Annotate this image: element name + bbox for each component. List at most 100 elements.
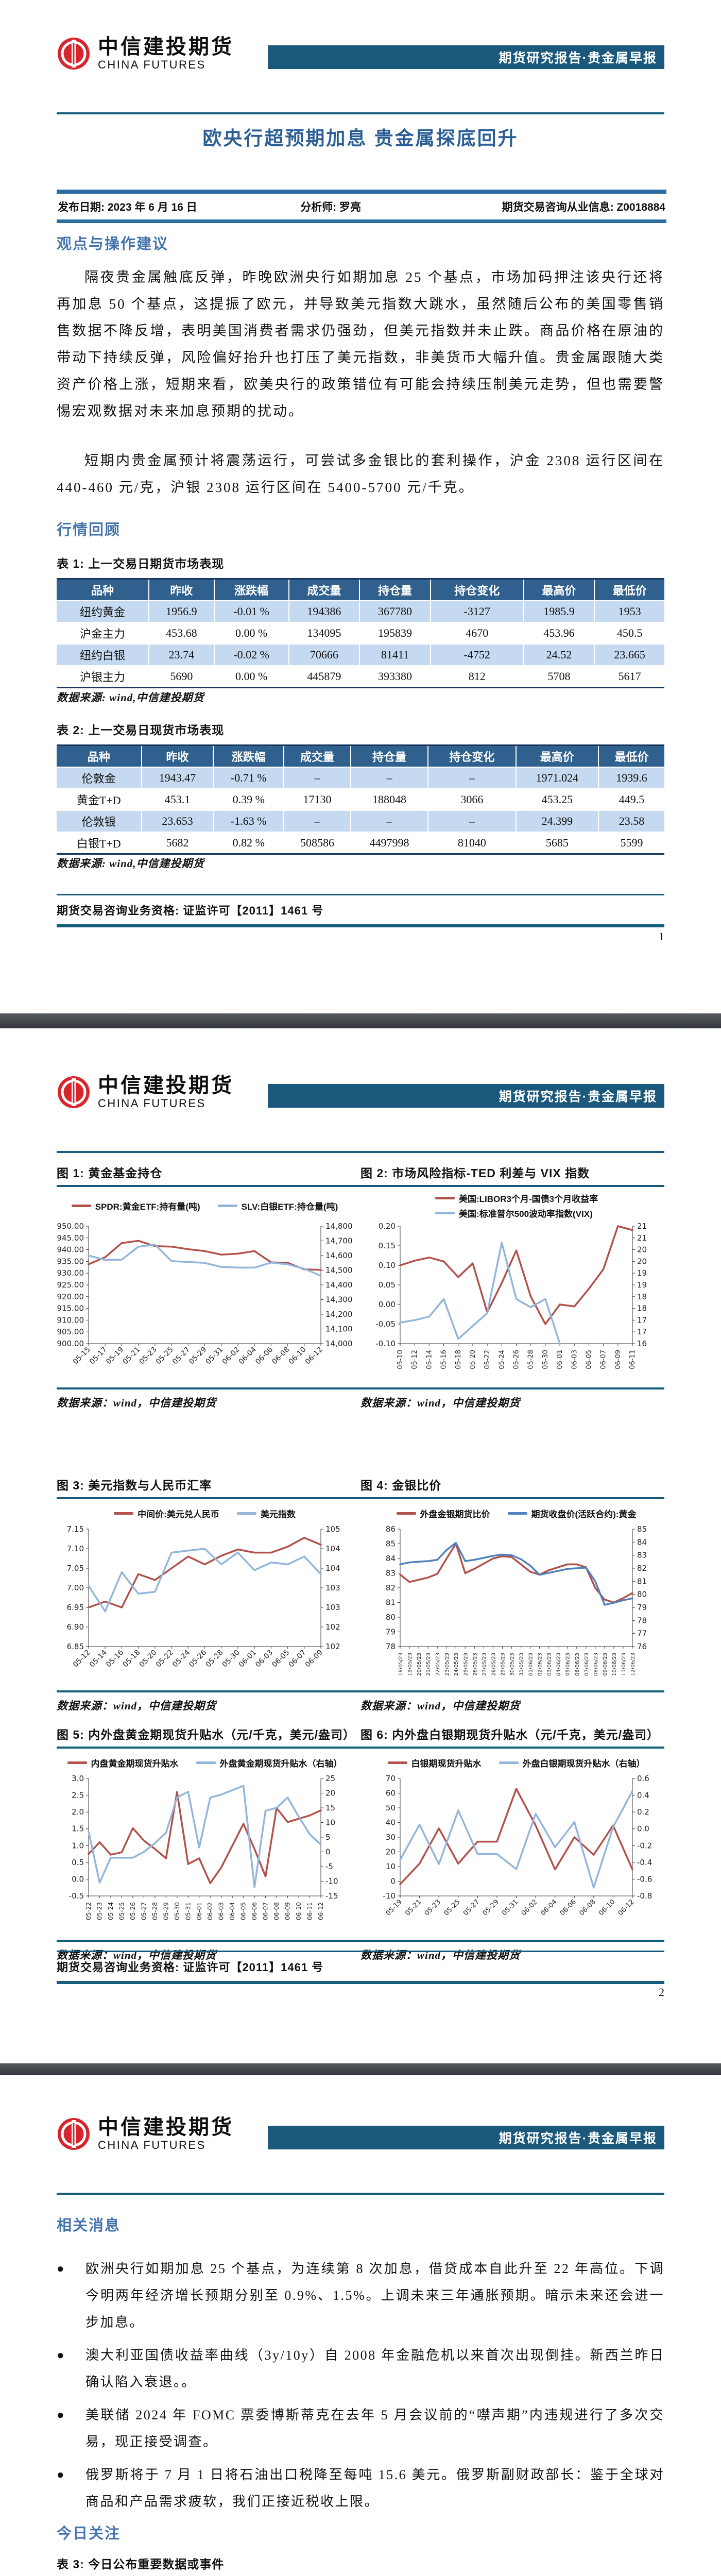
svg-text:06-09: 06-09 (284, 1902, 291, 1920)
svg-text:06-05: 06-05 (585, 1350, 593, 1369)
figure3-legend: 中间价:美元兑人民币 美元指数 (57, 1502, 353, 1524)
svg-text:06-08: 06-08 (273, 1902, 280, 1920)
svg-text:06-12: 06-12 (617, 1898, 636, 1917)
table-row: 沪金主力 453.68 0.00 % 134095 195839 4670 453.96 45… (57, 622, 664, 645)
brand-names: 中信建投期货 CHINA FUTURES (98, 1075, 234, 1109)
table1-source: 数据来源: wind,中信建投期货 (57, 691, 204, 704)
figure1-legend: SPDR:黄金ETF:持有量(吨) SLV:白银ETF:持仓量(吨) (57, 1190, 353, 1221)
table-cell: -4752 (430, 644, 524, 666)
table-row: 纽约白银 23.74 -0.02 % 70666 81411 -4752 24.52 23.6… (57, 644, 664, 666)
table1-wrap: 品种 昨收 涨跌幅 成交量 持仓量 持仓变化 最高价 最低价 纽约黄金 1956.9 -0.01 %… (57, 578, 664, 688)
svg-text:900.00: 900.00 (57, 1339, 84, 1348)
citic-logo-icon (58, 2117, 90, 2150)
table-cell: 5617 (594, 666, 664, 688)
svg-text:20: 20 (637, 1245, 647, 1255)
svg-text:14,800: 14,800 (325, 1222, 353, 1231)
svg-text:05-26: 05-26 (187, 1648, 208, 1669)
figure3: 中间价:美元兑人民币 美元指数 6.85 6.90 6.95 7.00 7.05 7.10 7… (57, 1502, 353, 1686)
svg-text:-15: -15 (325, 1891, 338, 1901)
company-logo: 中信建投期货 CHINA FUTURES (57, 2116, 242, 2151)
table-cell: – (350, 767, 429, 789)
legend-label: 内盘黄金期现货升贴水 (91, 1758, 179, 1769)
svg-text:0.15: 0.15 (379, 1241, 396, 1250)
svg-text:05-31: 05-31 (501, 1898, 520, 1917)
news-item: ● 欧洲央行如期加息 25 个基点，为连续第 8 次加息，借贷成本自此升至 22 … (57, 2256, 664, 2336)
svg-text:06-02: 06-02 (221, 1346, 242, 1366)
figure3-source: 数据来源：wind，中信建投期货 (57, 1700, 217, 1712)
svg-text:15: 15 (325, 1803, 335, 1812)
svg-text:05-18: 05-18 (455, 1350, 462, 1369)
figure6-legend: 白银期现货升贴水 外盘白银期现货升贴水（右轴） (368, 1752, 664, 1773)
legend-line-icon (435, 1212, 455, 1214)
report-banner: 期货研究报告·贵金属早报 (268, 1084, 664, 1108)
table-cell: 134095 (288, 622, 360, 645)
table-cell: 0.00 % (214, 666, 289, 688)
svg-text:05-26: 05-26 (129, 1902, 136, 1920)
header-divider (57, 2193, 664, 2195)
svg-text:05-25: 05-25 (154, 1346, 175, 1366)
svg-text:25: 25 (325, 1774, 335, 1783)
svg-text:20: 20 (386, 1848, 396, 1857)
bullet-icon: ● (57, 2468, 64, 2482)
svg-text:82: 82 (386, 1583, 396, 1592)
column-header: 持仓量 (350, 745, 429, 768)
svg-text:950.00: 950.00 (57, 1222, 84, 1231)
table-cell: 367780 (359, 601, 431, 623)
svg-text:1.5: 1.5 (72, 1824, 84, 1834)
svg-text:910.00: 910.00 (57, 1315, 84, 1325)
svg-text:05-22: 05-22 (484, 1350, 491, 1369)
svg-text:0.00: 0.00 (379, 1300, 396, 1309)
svg-text:06-10: 06-10 (287, 1346, 308, 1366)
usd-cny-chart: 6.85 6.90 6.95 7.00 7.05 7.10 7.15 102 102 103 103… (57, 1524, 353, 1686)
svg-text:920.00: 920.00 (57, 1292, 84, 1301)
svg-text:06-02: 06-02 (207, 1902, 214, 1920)
legend-item: 内盘黄金期现货升贴水 (67, 1756, 179, 1769)
svg-text:14,300: 14,300 (325, 1295, 353, 1304)
figure5-title: 图 5: 内外盘黄金期现货升贴水（元/千克，美元/盎司） (57, 1728, 356, 1741)
table-cell: 81411 (359, 644, 431, 666)
figure2-title: 图 2: 市场风险指标-TED 利差与 VIX 指数 (360, 1166, 590, 1180)
column-header: 涨跌幅 (214, 579, 289, 601)
legend-item: SLV:白银ETF:持仓量(吨) (217, 1199, 338, 1212)
legend-label: 美国:LIBOR3个月-国债3个月收益率 (459, 1194, 598, 1204)
table-cell: 5599 (598, 832, 664, 855)
svg-text:06-01: 06-01 (196, 1902, 203, 1920)
table-row: 沪银主力 5690 0.00 % 445879 393380 812 5708 5617 (57, 666, 664, 688)
svg-text:14,600: 14,600 (325, 1251, 353, 1260)
svg-text:0.5: 0.5 (72, 1858, 84, 1867)
svg-text:-0.4: -0.4 (637, 1858, 652, 1867)
silver-basis-chart: -10 0 10 20 30 40 50 60 70 -0.8 -0.6 -0.4 -0.2 0.0 0.2… (368, 1773, 664, 1936)
svg-text:103: 103 (325, 1603, 340, 1612)
svg-text:935.00: 935.00 (57, 1257, 84, 1266)
table-cell: 4670 (430, 622, 524, 645)
column-header: 最低价 (598, 745, 664, 768)
table-row: 黄金T+D 453.1 0.39 % 17130 188048 3066 453.25 449… (57, 789, 664, 811)
svg-text:10/06/23: 10/06/23 (612, 1653, 617, 1676)
legend-label: 美国:标准普尔500波动率指数(VIX) (459, 1209, 593, 1219)
table-cell: 23.74 (148, 644, 215, 666)
table-cell: – (284, 810, 351, 833)
brand-name-cn: 中信建投期货 (98, 36, 234, 58)
gold-basis-chart: -0.5 0.0 0.5 1.0 1.5 2.0 2.5 3.0 -15 -10 -5 0 5 10 15 2… (57, 1773, 353, 1936)
page-number: 2 (659, 1986, 664, 1998)
brand-name-cn: 中信建投期货 (98, 2116, 234, 2139)
table1-caption: 表 1: 上一交易日期货市场表现 (57, 557, 225, 570)
viewpoint-paragraph-1: 隔夜贵金属触底反弹，昨晚欧洲央行如期加息 25 个基点，市场加码押注该央行还将再… (57, 269, 664, 419)
svg-text:05-19: 05-19 (105, 1346, 125, 1366)
table-cell: 24.399 (516, 810, 599, 833)
figure2-source: 数据来源：wind，中信建投期货 (360, 1397, 521, 1409)
table-cell: 0.39 % (213, 789, 285, 811)
header-divider (57, 112, 664, 114)
svg-text:0.4: 0.4 (637, 1791, 649, 1800)
svg-text:102: 102 (325, 1642, 340, 1651)
table-cell: -0.02 % (214, 644, 289, 666)
legend-item: 外盘金银期货比价 (396, 1507, 490, 1520)
svg-text:85: 85 (386, 1539, 396, 1549)
svg-text:09/06/23: 09/06/23 (603, 1653, 608, 1676)
table-cell: -3127 (430, 601, 524, 623)
svg-text:06-07: 06-07 (287, 1649, 308, 1669)
svg-text:05-27: 05-27 (171, 1346, 192, 1366)
legend-label: 外盘金银期货比价 (420, 1509, 490, 1519)
legend-label: SLV:白银ETF:持仓量(吨) (241, 1201, 338, 1212)
legend-line-icon (114, 1512, 134, 1515)
